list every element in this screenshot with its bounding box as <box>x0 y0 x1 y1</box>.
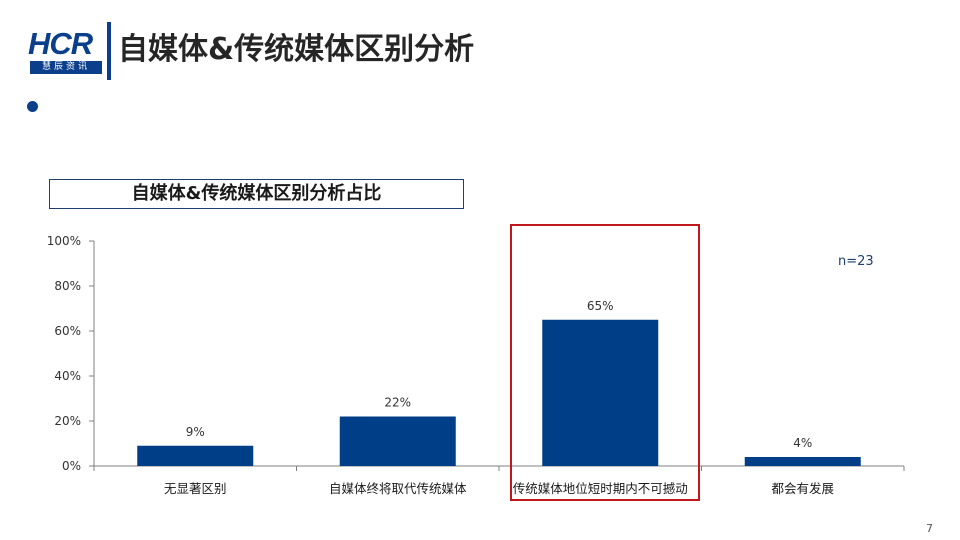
data-label: 65% <box>587 299 614 313</box>
chart-title: 自媒体&传统媒体区别分析占比 <box>49 179 464 209</box>
category-label: 无显著区别 <box>164 481 227 496</box>
sample-size-label: n=23 <box>838 254 874 269</box>
highlight-box <box>510 224 700 501</box>
logo-subtitle: 慧辰资讯 <box>30 61 102 74</box>
y-tick-label: 40% <box>54 369 81 383</box>
logo-text: HCR <box>28 26 93 61</box>
data-label: 4% <box>793 436 812 450</box>
bullet-dot <box>27 101 38 112</box>
data-label: 22% <box>384 396 411 410</box>
page-number: 7 <box>926 522 933 535</box>
category-label: 都会有发展 <box>771 481 834 496</box>
y-tick-label: 80% <box>54 279 81 293</box>
category-label: 传统媒体地位短时期内不可撼动 <box>513 481 688 496</box>
y-tick-label: 0% <box>62 459 81 473</box>
data-label: 9% <box>186 425 205 439</box>
bar <box>542 319 659 466</box>
bar <box>137 445 254 466</box>
page-title: 自媒体&传统媒体区别分析 <box>118 32 475 67</box>
title-divider <box>107 22 111 80</box>
bar <box>339 416 456 466</box>
y-tick-label: 100% <box>47 234 81 248</box>
bar <box>744 457 861 466</box>
category-label: 自媒体终将取代传统媒体 <box>329 481 467 496</box>
y-tick-label: 20% <box>54 414 81 428</box>
y-tick-label: 60% <box>54 324 81 338</box>
hcr-logo: HCR 慧辰资讯 <box>28 28 104 74</box>
